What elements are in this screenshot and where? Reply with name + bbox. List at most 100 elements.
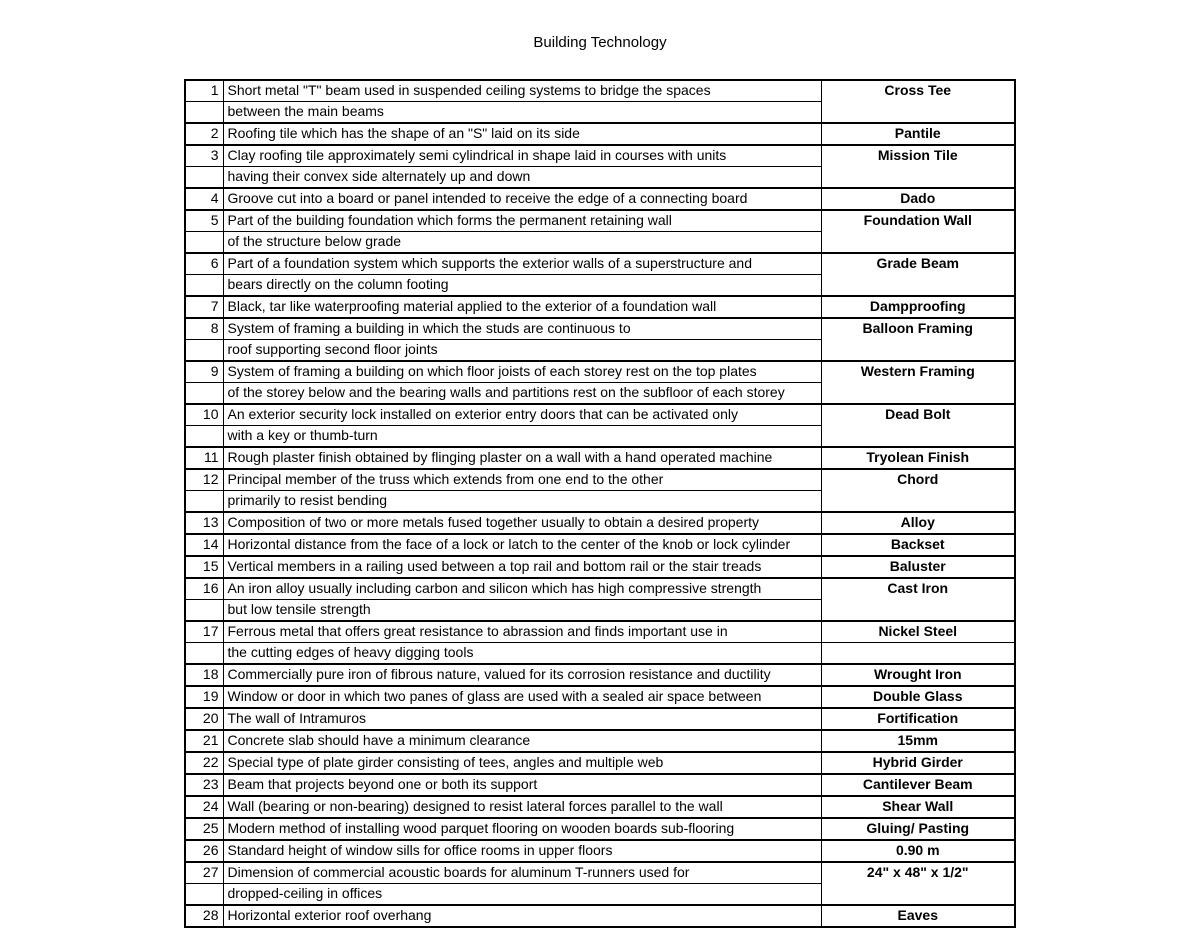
- answer-cell: Alloy: [821, 512, 1015, 534]
- table-row: 19Window or door in which two panes of g…: [185, 686, 1015, 708]
- row-number: 26: [185, 840, 223, 862]
- definition-cell: bears directly on the column footing: [223, 275, 821, 297]
- answer-cell: Nickel Steel: [821, 621, 1015, 643]
- row-number: 20: [185, 708, 223, 730]
- row-number: [185, 884, 223, 906]
- definition-cell: Part of the building foundation which fo…: [223, 210, 821, 232]
- table-row: 16An iron alloy usually including carbon…: [185, 578, 1015, 600]
- answer-cell: Tryolean Finish: [821, 447, 1015, 469]
- answer-cell: Gluing/ Pasting: [821, 818, 1015, 840]
- row-number: [185, 600, 223, 622]
- definition-cell: Horizontal exterior roof overhang: [223, 905, 821, 927]
- definition-cell: Principal member of the truss which exte…: [223, 469, 821, 491]
- answer-cell: Fortification: [821, 708, 1015, 730]
- table-row: 25Modern method of installing wood parqu…: [185, 818, 1015, 840]
- row-number: 15: [185, 556, 223, 578]
- answer-cell: Baluster: [821, 556, 1015, 578]
- definition-cell: Concrete slab should have a minimum clea…: [223, 730, 821, 752]
- answer-cell: Dampproofing: [821, 296, 1015, 318]
- answer-cell: Cross Tee: [821, 80, 1015, 123]
- definition-cell: the cutting edges of heavy digging tools: [223, 643, 821, 665]
- row-number: [185, 102, 223, 124]
- table-row: 15Vertical members in a railing used bet…: [185, 556, 1015, 578]
- table-row: 4Groove cut into a board or panel intend…: [185, 188, 1015, 210]
- row-number: 7: [185, 296, 223, 318]
- row-number: [185, 167, 223, 189]
- table-row: 8System of framing a building in which t…: [185, 318, 1015, 340]
- table-row: 1Short metal "T" beam used in suspended …: [185, 80, 1015, 102]
- table-row: 9System of framing a building on which f…: [185, 361, 1015, 383]
- answer-cell: Eaves: [821, 905, 1015, 927]
- row-number: [185, 643, 223, 665]
- answer-cell: [821, 643, 1015, 665]
- definitions-table: 1Short metal "T" beam used in suspended …: [184, 79, 1016, 928]
- definition-cell: of the structure below grade: [223, 232, 821, 254]
- answer-cell: Wrought Iron: [821, 664, 1015, 686]
- answer-cell: Shear Wall: [821, 796, 1015, 818]
- table-row: 23Beam that projects beyond one or both …: [185, 774, 1015, 796]
- row-number: [185, 275, 223, 297]
- definition-cell: but low tensile strength: [223, 600, 821, 622]
- definition-cell: Wall (bearing or non-bearing) designed t…: [223, 796, 821, 818]
- definitions-tbody: 1Short metal "T" beam used in suspended …: [185, 80, 1015, 927]
- row-number: 11: [185, 447, 223, 469]
- answer-cell: Foundation Wall: [821, 210, 1015, 253]
- row-number: 28: [185, 905, 223, 927]
- definition-cell: System of framing a building on which fl…: [223, 361, 821, 383]
- definition-cell: Short metal "T" beam used in suspended c…: [223, 80, 821, 102]
- row-number: 25: [185, 818, 223, 840]
- table-row: 22Special type of plate girder consistin…: [185, 752, 1015, 774]
- row-number: [185, 232, 223, 254]
- answer-cell: Balloon Framing: [821, 318, 1015, 361]
- definition-cell: Special type of plate girder consisting …: [223, 752, 821, 774]
- page-title: Building Technology: [0, 34, 1200, 51]
- row-number: 12: [185, 469, 223, 491]
- row-number: 4: [185, 188, 223, 210]
- definition-cell: roof supporting second floor joints: [223, 340, 821, 362]
- definition-cell: The wall of Intramuros: [223, 708, 821, 730]
- definition-cell: Commercially pure iron of fibrous nature…: [223, 664, 821, 686]
- answer-cell: Cantilever Beam: [821, 774, 1015, 796]
- table-row: 7Black, tar like waterproofing material …: [185, 296, 1015, 318]
- row-number: 13: [185, 512, 223, 534]
- definition-cell: Black, tar like waterproofing material a…: [223, 296, 821, 318]
- row-number: 18: [185, 664, 223, 686]
- row-number: 8: [185, 318, 223, 340]
- answer-cell: 0.90 m: [821, 840, 1015, 862]
- table-row: 20The wall of IntramurosFortification: [185, 708, 1015, 730]
- definition-cell: Window or door in which two panes of gla…: [223, 686, 821, 708]
- answer-cell: Chord: [821, 469, 1015, 512]
- row-number: 17: [185, 621, 223, 643]
- definition-cell: Composition of two or more metals fused …: [223, 512, 821, 534]
- table-row: 18Commercially pure iron of fibrous natu…: [185, 664, 1015, 686]
- page: Building Technology 1Short metal "T" bea…: [0, 0, 1200, 927]
- row-number: 16: [185, 578, 223, 600]
- table-row: 5Part of the building foundation which f…: [185, 210, 1015, 232]
- definition-cell: Rough plaster finish obtained by flingin…: [223, 447, 821, 469]
- table-row: 17Ferrous metal that offers great resist…: [185, 621, 1015, 643]
- row-number: 22: [185, 752, 223, 774]
- row-number: 24: [185, 796, 223, 818]
- definition-cell: Part of a foundation system which suppor…: [223, 253, 821, 275]
- definition-cell: Ferrous metal that offers great resistan…: [223, 621, 821, 643]
- table-row: 11Rough plaster finish obtained by fling…: [185, 447, 1015, 469]
- answer-cell: 24" x 48" x 1/2": [821, 862, 1015, 905]
- definition-cell: primarily to resist bending: [223, 491, 821, 513]
- table-row: 12Principal member of the truss which ex…: [185, 469, 1015, 491]
- answer-cell: Western Framing: [821, 361, 1015, 404]
- definition-cell: Modern method of installing wood parquet…: [223, 818, 821, 840]
- answer-cell: Dead Bolt: [821, 404, 1015, 447]
- definition-cell: having their convex side alternately up …: [223, 167, 821, 189]
- row-number: 10: [185, 404, 223, 426]
- answer-cell: Mission Tile: [821, 145, 1015, 188]
- definition-cell: An iron alloy usually including carbon a…: [223, 578, 821, 600]
- table-row: 24Wall (bearing or non-bearing) designed…: [185, 796, 1015, 818]
- definition-cell: Beam that projects beyond one or both it…: [223, 774, 821, 796]
- definition-cell: Roofing tile which has the shape of an "…: [223, 123, 821, 145]
- answer-cell: 15mm: [821, 730, 1015, 752]
- answer-cell: Grade Beam: [821, 253, 1015, 296]
- definition-cell: An exterior security lock installed on e…: [223, 404, 821, 426]
- table-row: 26Standard height of window sills for of…: [185, 840, 1015, 862]
- answer-cell: Dado: [821, 188, 1015, 210]
- definition-cell: System of framing a building in which th…: [223, 318, 821, 340]
